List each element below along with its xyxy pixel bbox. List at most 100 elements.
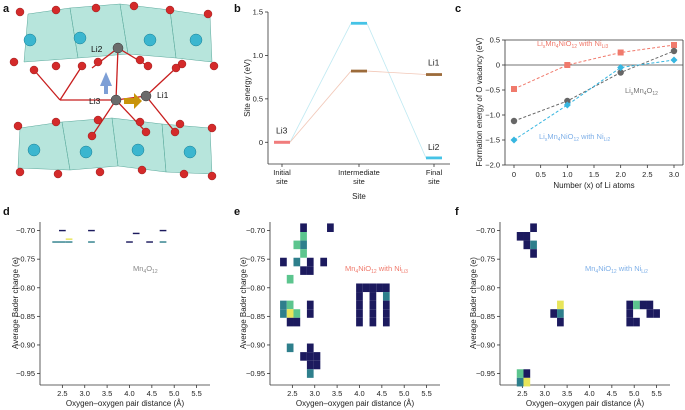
oxygen-atom <box>170 127 180 137</box>
oxygen-atom <box>9 57 19 67</box>
f-heatmap-cell <box>557 309 564 318</box>
b-x-axis-label: Site <box>352 192 366 201</box>
e-heatmap-cell <box>369 292 377 301</box>
f-heatmap-cell <box>626 317 634 327</box>
e-x-tick-label: 3.5 <box>332 389 342 398</box>
bond-layer <box>33 47 177 137</box>
oxygen-atom <box>135 55 145 65</box>
bond <box>145 67 177 97</box>
e-heatmap-cell <box>306 266 314 275</box>
c-x-tick-label: 0 <box>512 170 516 179</box>
f-x-tick-label: 4.5 <box>607 389 617 398</box>
e-heatmap-cell <box>306 343 314 353</box>
f-heatmap-cell <box>626 300 634 310</box>
oxygen-atom <box>95 167 105 177</box>
e-heatmap-cell <box>300 249 307 258</box>
e-heatmap-cell <box>306 300 314 310</box>
d-y-axis-label: Average Bader charge (e) <box>11 257 20 349</box>
e-heatmap-cell <box>369 317 377 327</box>
e-heatmap-cell <box>313 352 321 361</box>
b-y-tick-label: 0 <box>259 138 263 147</box>
octahedra-layer <box>17 3 213 175</box>
e-y-tick-label: −0.85 <box>246 312 265 321</box>
d-heatmap-cell <box>126 241 133 243</box>
oxygen-atom <box>51 117 61 127</box>
f-heatmap-cell <box>653 309 660 318</box>
e-heatmap-cell <box>293 240 301 250</box>
e-heatmap-cell <box>313 360 321 370</box>
b-point-label: Li1 <box>428 58 440 68</box>
d-heatmap-cell <box>65 241 73 243</box>
oxygen-atom <box>129 1 139 11</box>
e-heatmap-cell <box>293 309 301 318</box>
f-heatmap-cell <box>516 377 524 387</box>
d-heatmap-cell <box>88 241 95 243</box>
oxygen-atom <box>135 117 145 127</box>
e-heatmap-cell <box>300 352 307 361</box>
blue-arrow <box>100 72 112 94</box>
atom-layer <box>9 1 219 181</box>
d-heatmap-cell <box>88 229 95 232</box>
e-heatmap-cell <box>376 283 383 293</box>
c-annotation-mn4o12: LixMn4O12 <box>625 86 658 97</box>
d-x-tick-label: 3.5 <box>102 389 112 398</box>
bond <box>59 65 83 101</box>
f-heatmap-cell <box>516 232 524 241</box>
bond <box>117 47 149 67</box>
b-x-tick-label: Initial <box>273 168 291 177</box>
e-x-tick-label: 3.0 <box>310 389 320 398</box>
octahedron <box>169 9 213 63</box>
panel-letter-c: c <box>455 3 461 15</box>
bond <box>145 95 176 133</box>
b-y-tick-label: 1.0 <box>253 51 263 60</box>
c-y-tick-label: −1.0 <box>485 111 500 120</box>
e-heatmap-cell <box>356 317 363 327</box>
c-annotation-ni-li3: LixMn4NiO12 with NiLi3 <box>537 39 609 50</box>
e-heatmap-cell <box>280 300 287 310</box>
e-heatmap-cell <box>382 300 390 310</box>
b-connector <box>366 70 427 75</box>
f-heatmap-cell <box>639 300 647 310</box>
b-x-tick-label: Final <box>426 168 443 177</box>
label-li3: Li3 <box>89 96 101 106</box>
e-heatmap-cell <box>356 300 363 310</box>
panel-letter-d: d <box>3 206 10 218</box>
oxygen-atom <box>165 5 175 15</box>
d-y-tick-label: −0.90 <box>16 340 35 349</box>
c-annotation-ni-li2: LixMn4NiO12 with NiLi2 <box>539 132 611 143</box>
f-heatmap-cell <box>633 300 640 310</box>
f-heatmap-cell <box>646 300 654 310</box>
f-annotation: Mn4NiO12 with NiLi2 <box>585 264 648 275</box>
oxygen-atom <box>87 131 97 141</box>
e-heatmap-cell <box>286 300 294 310</box>
b-connector <box>366 23 427 159</box>
c-data-point <box>670 56 678 64</box>
f-y-tick-label: −0.80 <box>476 283 495 292</box>
c-x-axis-label: Number (x) of Li atoms <box>553 181 634 190</box>
panel-letter-e: e <box>234 206 240 218</box>
c-series-line <box>513 59 675 141</box>
oxygen-atom <box>51 5 61 15</box>
bond <box>115 99 147 133</box>
d-y-tick-label: −0.80 <box>16 283 35 292</box>
octahedron <box>17 121 71 171</box>
panel-b-site-energy: 00.51.01.5 InitialsiteIntermediatesiteFi… <box>243 8 450 201</box>
b-x-tick-label: site <box>353 177 365 186</box>
d-heatmap-cell <box>146 241 153 243</box>
octahedron <box>61 117 119 171</box>
d-y-tick-label: −0.85 <box>16 312 35 321</box>
panel-d-heatmap: −0.70 −0.75 −0.80 −0.85 −0.90 −0.95 2.5 3.0 3.5 4… <box>11 222 210 408</box>
f-x-tick-label: 3.0 <box>540 389 550 398</box>
oxygen-atom <box>171 63 181 73</box>
c-x-tick-label: 2.5 <box>642 170 652 179</box>
c-series-line <box>513 44 675 90</box>
e-heatmap-cell <box>286 317 294 327</box>
b-x-tick-label: site <box>276 177 288 186</box>
panel-letter-a: a <box>3 3 10 15</box>
e-heatmap-cell <box>382 283 390 293</box>
f-heatmap-cell <box>557 317 564 327</box>
b-x-tick-label: site <box>428 177 440 186</box>
oxygen-atom <box>137 165 147 175</box>
d-heatmap-cell <box>132 232 140 235</box>
